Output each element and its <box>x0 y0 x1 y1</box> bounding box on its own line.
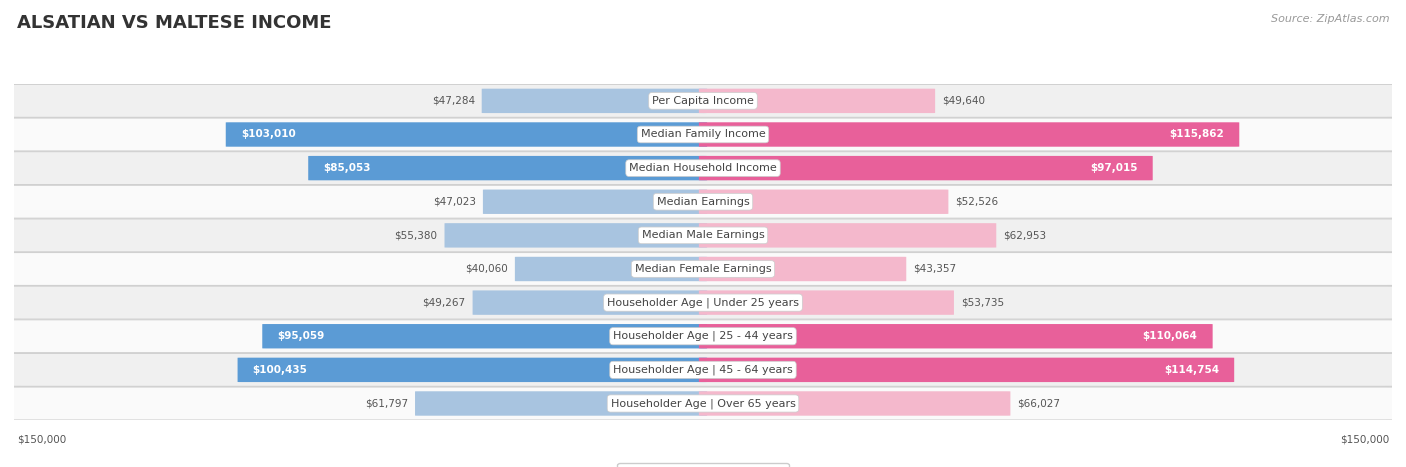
FancyBboxPatch shape <box>238 358 707 382</box>
Legend: Alsatian, Maltese: Alsatian, Maltese <box>617 462 789 467</box>
FancyBboxPatch shape <box>0 185 1406 218</box>
Text: $52,526: $52,526 <box>955 197 998 207</box>
Text: $61,797: $61,797 <box>366 398 408 409</box>
FancyBboxPatch shape <box>0 253 1406 285</box>
Text: $150,000: $150,000 <box>17 434 66 444</box>
Text: $40,060: $40,060 <box>465 264 508 274</box>
FancyBboxPatch shape <box>699 290 953 315</box>
FancyBboxPatch shape <box>699 190 949 214</box>
FancyBboxPatch shape <box>0 354 1406 386</box>
FancyBboxPatch shape <box>699 156 1153 180</box>
Text: $55,380: $55,380 <box>395 230 437 241</box>
FancyBboxPatch shape <box>0 387 1406 420</box>
Text: Median Female Earnings: Median Female Earnings <box>634 264 772 274</box>
Text: $115,862: $115,862 <box>1170 129 1225 140</box>
Text: ALSATIAN VS MALTESE INCOME: ALSATIAN VS MALTESE INCOME <box>17 14 332 32</box>
Text: $47,023: $47,023 <box>433 197 477 207</box>
Text: Median Earnings: Median Earnings <box>657 197 749 207</box>
FancyBboxPatch shape <box>699 89 935 113</box>
Text: $62,953: $62,953 <box>1002 230 1046 241</box>
Text: $100,435: $100,435 <box>253 365 308 375</box>
Text: $97,015: $97,015 <box>1090 163 1137 173</box>
FancyBboxPatch shape <box>0 320 1406 353</box>
Text: Per Capita Income: Per Capita Income <box>652 96 754 106</box>
Text: $110,064: $110,064 <box>1143 331 1198 341</box>
Text: $66,027: $66,027 <box>1018 398 1060 409</box>
Text: Source: ZipAtlas.com: Source: ZipAtlas.com <box>1271 14 1389 24</box>
FancyBboxPatch shape <box>482 89 707 113</box>
Text: $53,735: $53,735 <box>960 297 1004 308</box>
Text: Householder Age | 25 - 44 years: Householder Age | 25 - 44 years <box>613 331 793 341</box>
FancyBboxPatch shape <box>515 257 707 281</box>
Text: $85,053: $85,053 <box>323 163 371 173</box>
FancyBboxPatch shape <box>482 190 707 214</box>
Text: Median Male Earnings: Median Male Earnings <box>641 230 765 241</box>
Text: $95,059: $95,059 <box>277 331 325 341</box>
FancyBboxPatch shape <box>699 257 907 281</box>
Text: $49,267: $49,267 <box>423 297 465 308</box>
FancyBboxPatch shape <box>415 391 707 416</box>
Text: $43,357: $43,357 <box>912 264 956 274</box>
Text: $49,640: $49,640 <box>942 96 986 106</box>
Text: Householder Age | 45 - 64 years: Householder Age | 45 - 64 years <box>613 365 793 375</box>
FancyBboxPatch shape <box>699 324 1212 348</box>
FancyBboxPatch shape <box>699 122 1239 147</box>
Text: $47,284: $47,284 <box>432 96 475 106</box>
FancyBboxPatch shape <box>0 286 1406 319</box>
Text: Median Household Income: Median Household Income <box>628 163 778 173</box>
Text: $150,000: $150,000 <box>1340 434 1389 444</box>
Text: $114,754: $114,754 <box>1164 365 1219 375</box>
FancyBboxPatch shape <box>699 223 997 248</box>
FancyBboxPatch shape <box>226 122 707 147</box>
FancyBboxPatch shape <box>444 223 707 248</box>
FancyBboxPatch shape <box>263 324 707 348</box>
FancyBboxPatch shape <box>0 219 1406 252</box>
FancyBboxPatch shape <box>308 156 707 180</box>
FancyBboxPatch shape <box>699 358 1234 382</box>
FancyBboxPatch shape <box>0 152 1406 184</box>
FancyBboxPatch shape <box>472 290 707 315</box>
Text: Median Family Income: Median Family Income <box>641 129 765 140</box>
FancyBboxPatch shape <box>0 118 1406 151</box>
Text: Householder Age | Under 25 years: Householder Age | Under 25 years <box>607 297 799 308</box>
Text: $103,010: $103,010 <box>240 129 295 140</box>
FancyBboxPatch shape <box>0 85 1406 117</box>
FancyBboxPatch shape <box>699 391 1011 416</box>
Text: Householder Age | Over 65 years: Householder Age | Over 65 years <box>610 398 796 409</box>
